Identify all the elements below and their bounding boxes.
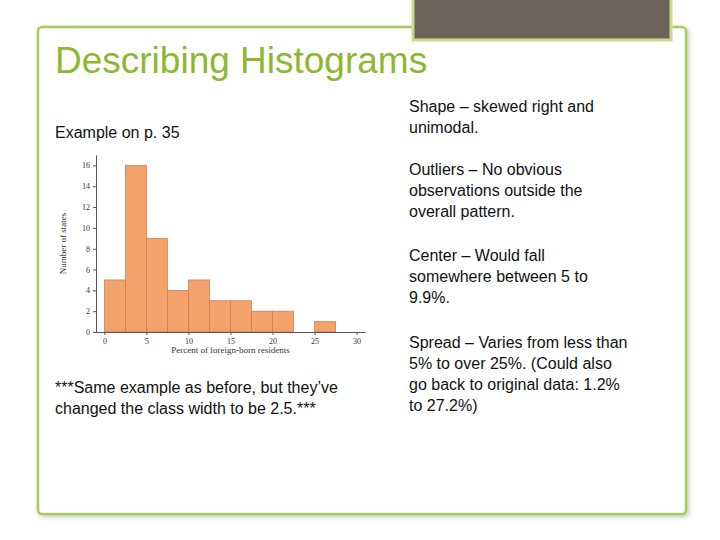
histogram-bar (104, 280, 125, 332)
y-tick-label: 6 (86, 266, 90, 275)
y-tick: 16 (82, 161, 96, 170)
y-tick-mark (93, 270, 96, 271)
header-tab (413, 0, 671, 40)
y-tick-label: 10 (82, 224, 90, 233)
y-tick-mark (93, 332, 96, 333)
x-axis-title: Percent of foreign-born residents (171, 345, 290, 355)
description-point: Shape – skewed right and unimodal. (409, 96, 631, 138)
x-axis: 0 5 10 15 20 25 30 (97, 332, 366, 346)
x-tick: 10 (185, 332, 193, 346)
y-tick-mark (93, 186, 96, 187)
histogram-bar (167, 290, 188, 332)
chart-background (56, 150, 378, 360)
y-tick: 14 (82, 182, 96, 191)
x-tick-label: 0 (103, 337, 107, 346)
y-tick-label: 2 (86, 307, 90, 316)
x-tick-mark (146, 332, 147, 335)
histogram-bar (188, 280, 209, 332)
description-point: Spread – Varies from less than 5% to ove… (409, 332, 631, 416)
slide-title: Describing Histograms (55, 40, 427, 82)
y-tick: 10 (82, 224, 96, 233)
y-tick-mark (93, 165, 96, 166)
x-tick: 25 (311, 332, 319, 346)
x-tick-mark (315, 332, 316, 335)
y-tick: 2 (86, 307, 96, 316)
histogram-bar (209, 301, 230, 332)
y-tick-label: 8 (86, 245, 90, 254)
x-tick-mark (104, 332, 105, 335)
histogram-bar (125, 165, 146, 332)
y-tick-mark (93, 290, 96, 291)
y-tick: 4 (86, 286, 96, 295)
y-tick-label: 4 (86, 286, 90, 295)
y-axis: 0 2 4 6 8 10 12 14 16 (82, 156, 97, 338)
y-tick-label: 12 (82, 203, 90, 212)
histogram-bar (231, 301, 252, 332)
example-ref: Example on p. 35 (55, 122, 180, 143)
y-tick: 8 (86, 245, 96, 254)
x-tick: 0 (103, 332, 107, 346)
x-tick-mark (188, 332, 189, 335)
x-tick: 15 (227, 332, 235, 346)
y-tick-mark (93, 207, 96, 208)
x-tick-label: 5 (145, 337, 149, 346)
y-tick-mark (93, 228, 96, 229)
x-tick-mark (273, 332, 274, 335)
description-point: Center – Would fall somewhere between 5 … (409, 245, 631, 308)
histogram-bar (294, 332, 315, 333)
y-tick-label: 0 (86, 328, 90, 337)
x-tick-mark (231, 332, 232, 335)
y-axis-title: Number of states (58, 212, 68, 274)
footnote: ***Same example as before, but they’ve c… (55, 377, 350, 419)
y-tick: 0 (86, 328, 96, 337)
y-tick-mark (93, 311, 96, 312)
slide-frame (38, 27, 686, 514)
description-point: Outliers – No obvious observations outsi… (409, 159, 631, 222)
x-tick: 30 (353, 332, 361, 346)
histogram-bar (315, 322, 336, 332)
x-tick: 20 (269, 332, 277, 346)
x-tick-label: 30 (353, 337, 361, 346)
y-tick-mark (93, 249, 96, 250)
x-tick-label: 25 (311, 337, 319, 346)
y-tick-label: 14 (82, 182, 90, 191)
histogram-bar (146, 238, 167, 332)
histogram-bar (252, 311, 273, 332)
histogram-bar (273, 311, 294, 332)
y-axis-line (96, 156, 97, 333)
bars (104, 165, 335, 332)
y-tick-label: 16 (82, 161, 90, 170)
x-tick: 5 (145, 332, 149, 346)
y-tick: 6 (86, 266, 96, 275)
y-tick: 12 (82, 203, 96, 212)
x-tick-mark (357, 332, 358, 335)
